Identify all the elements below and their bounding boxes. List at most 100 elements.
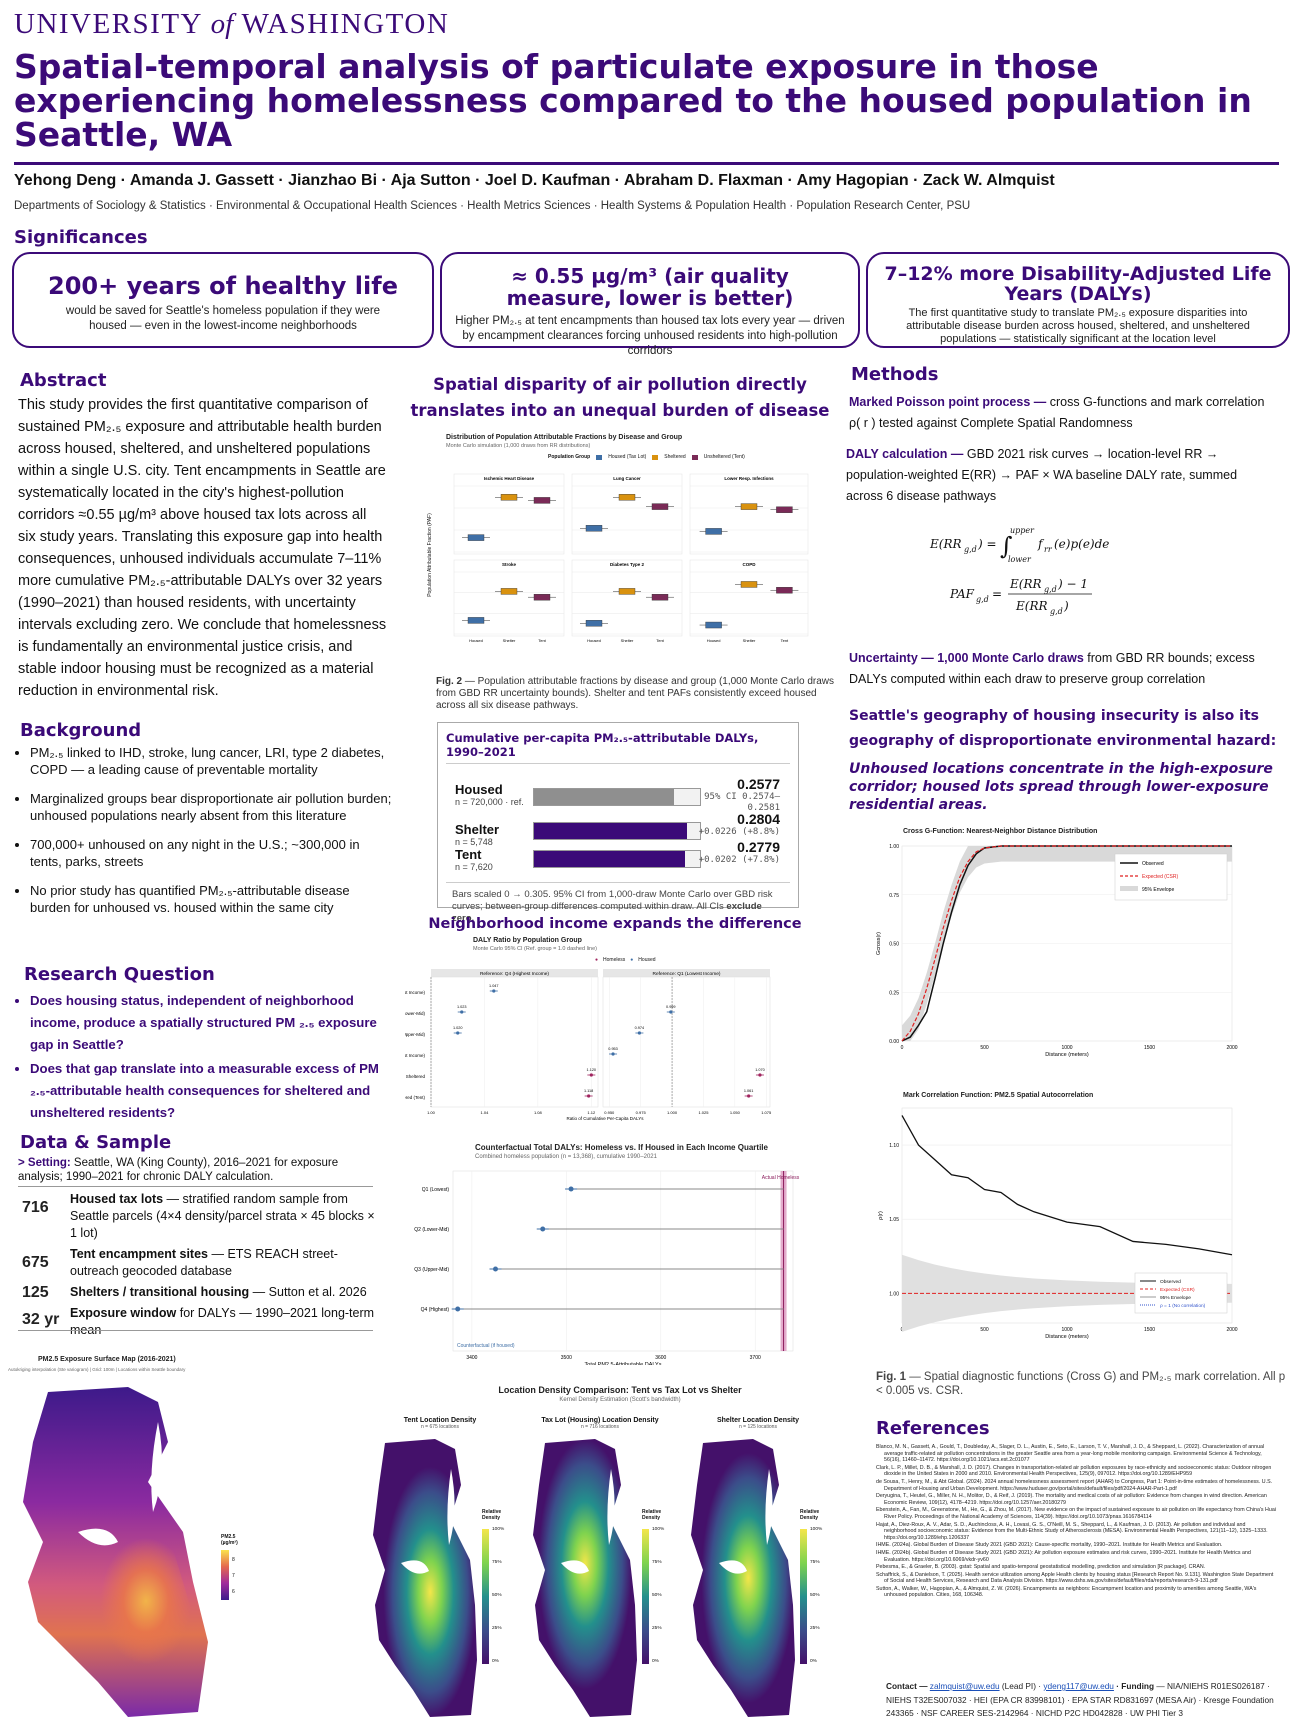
dr-point xyxy=(758,1073,762,1077)
cf-counterfactual-label: Counterfactual (if housed) xyxy=(457,1343,515,1349)
density-panel-n: n = 716 locations xyxy=(581,1424,619,1430)
method-2: DALY calculation — GBD 2021 risk curves … xyxy=(846,444,1276,507)
eq-integral: ∫ xyxy=(1000,532,1013,560)
affiliations: Departments of Sociology & Statistics · … xyxy=(14,200,971,212)
significance-box-1: 200+ years of healthy life would be save… xyxy=(12,252,434,348)
daly-group-n: n = 7,620 xyxy=(455,862,493,872)
sample-desc: — stratified random sample from Seattle … xyxy=(70,1192,375,1240)
cf-row-label: Q1 (Lowest) xyxy=(422,1187,450,1193)
sample-table: 716 Housed tax lots — stratified random s… xyxy=(22,1191,377,1343)
paf-subtitle: Monte Carlo simulation (1,000 draws from… xyxy=(446,443,591,449)
paf-xtick: Housed xyxy=(707,638,721,643)
divider xyxy=(18,1330,373,1331)
mark-xlabel: Distance (meters) xyxy=(1045,1334,1089,1340)
dr-subtitle: Monte Carlo 95% CI (Ref. group = 1.0 das… xyxy=(473,946,597,952)
paf-box-shelter xyxy=(740,503,758,510)
legend-tick: 50% xyxy=(492,1593,502,1598)
legend-tick: 25% xyxy=(652,1626,662,1631)
lake-washington xyxy=(151,1422,162,1512)
daly-group-label: Housed xyxy=(455,782,503,797)
legend-tick: 8 xyxy=(232,1557,235,1563)
fig2-text: — Population attributable fractions by d… xyxy=(436,676,835,711)
daly-row-housed: Housed n = 720,000 · ref. xyxy=(455,782,524,807)
dr-point-label: 1.070 xyxy=(755,1068,765,1072)
density-surface xyxy=(373,1439,477,1717)
dr-point-label: 1.120 xyxy=(587,1068,597,1072)
lake-union xyxy=(719,1560,747,1574)
eq-sub: g,d xyxy=(1050,607,1063,616)
legend-swatch xyxy=(652,454,659,460)
daly-ratio-figure: DALY Ratio by Population Group Monte Car… xyxy=(405,935,845,1145)
sample-row: 675 Tent encampment sites — ETS REACH str… xyxy=(22,1246,377,1280)
author-list: Yehong Deng · Amanda J. Gassett · Jianzh… xyxy=(14,172,1055,189)
cf-xtick: 3500 xyxy=(561,1355,572,1361)
paf-box-shelter xyxy=(740,581,758,588)
legend-marker: ● xyxy=(630,957,634,963)
paf-panel xyxy=(571,473,683,555)
daly-group-label: Tent xyxy=(455,847,482,862)
cross-g-figure: Cross G-Function: Nearest-Neighbor Dista… xyxy=(870,826,1245,1080)
pm-legend-ticks: 8 7 6 xyxy=(232,1552,235,1600)
daly-group-n: n = 720,000 · ref. xyxy=(455,797,524,807)
funding-label: · Funding xyxy=(1113,1681,1155,1691)
fig1-label: Fig. 1 xyxy=(876,1371,907,1383)
eq-sub: g,d xyxy=(976,595,989,604)
daly-bar-shelter xyxy=(534,823,687,839)
sample-count: 716 xyxy=(22,1199,49,1216)
density-panel: Tax Lot (Housing) Location Density n = 71… xyxy=(525,1417,675,1722)
density-surface xyxy=(691,1439,795,1717)
cf-row-label: Q4 (Highest) xyxy=(421,1307,450,1313)
fig2-label: Fig. 2 xyxy=(436,676,463,687)
contact-email-2[interactable]: ydeng117@uw.edu xyxy=(1043,1681,1114,1691)
legend-tick: 0% xyxy=(652,1659,659,1664)
pm-legend-title: PM2.5 (µg/m³) xyxy=(221,1534,238,1546)
background-item: Marginalized groups bear disproportionat… xyxy=(30,790,392,824)
density-surface xyxy=(533,1439,637,1717)
data-sample-heading: Data & Sample xyxy=(20,1132,172,1153)
paf-box-shelter xyxy=(500,494,518,501)
abstract-text-block: This study provides the first quantitati… xyxy=(18,394,388,702)
dr-row-label: Unsheltered (Tent) xyxy=(405,1095,425,1100)
dr-title: DALY Ratio by Population Group xyxy=(473,937,582,944)
legend-title: Population Group xyxy=(548,454,591,460)
dr-point-label: 0.999 xyxy=(666,1005,676,1009)
contact-email-lead[interactable]: zalmquist@uw.edu xyxy=(929,1681,1000,1691)
paf-box-shelter xyxy=(500,588,518,595)
paf-panel-title: Stroke xyxy=(502,562,517,567)
sample-count: 675 xyxy=(22,1254,49,1271)
dr-panel xyxy=(602,976,771,1108)
legend-label: Unsheltered (Tent) xyxy=(703,454,745,460)
paf-panel-title: Ischemic Heart Disease xyxy=(484,476,535,481)
g-ytick: 0.75 xyxy=(889,893,899,899)
mark-plot: 1.001.051.100500100015002000ObservedExpe… xyxy=(878,1107,1238,1340)
dr-point-label: 1.020 xyxy=(453,1026,463,1030)
cf-xtick: 3700 xyxy=(750,1355,761,1361)
density-panel: Tent Location Density n = 675 locations Re… xyxy=(365,1417,515,1722)
eq-sub: g,d xyxy=(964,545,977,554)
legend-label: 95% Envelope xyxy=(1142,887,1174,893)
dr-xtick: 1.075 xyxy=(761,1110,772,1115)
research-question-item: Does that gap translate into a measurabl… xyxy=(30,1058,379,1124)
background-list: PM₂.₅ linked to IHD, stroke, lung cancer… xyxy=(12,744,392,928)
dr-point xyxy=(747,1094,751,1098)
paf-xtick: Tent xyxy=(656,638,664,643)
paf-xtick: Shelter xyxy=(743,638,756,643)
g-ytick: 0.50 xyxy=(889,942,899,948)
dr-row-label: Q2 (Lower-Mid) xyxy=(405,1011,425,1016)
hotspot-corridor xyxy=(68,1502,198,1682)
paf-box-housed xyxy=(585,620,603,627)
density-title: Location Density Comparison: Tent vs Tax… xyxy=(498,1385,742,1395)
contact-funding: Contact — zalmquist@uw.edu (Lead PI) · y… xyxy=(886,1680,1286,1721)
cf-xtick: 3600 xyxy=(655,1355,666,1361)
sample-row: 716 Housed tax lots — stratified random s… xyxy=(22,1191,377,1242)
dr-point xyxy=(589,1073,593,1077)
legend-label: Expected (CSR) xyxy=(1142,874,1178,880)
dr-point xyxy=(456,1031,460,1035)
paf-panel-title: Lung Cancer xyxy=(613,476,641,481)
legend-swatch xyxy=(596,454,603,460)
paf-xtick: Shelter xyxy=(621,638,634,643)
g-ytick: 0.25 xyxy=(889,990,899,996)
paf-xtick: Tent xyxy=(781,638,789,643)
daly-row-shelter: Shelter n = 5,748 xyxy=(455,822,499,847)
paf-box-tent xyxy=(533,593,551,601)
